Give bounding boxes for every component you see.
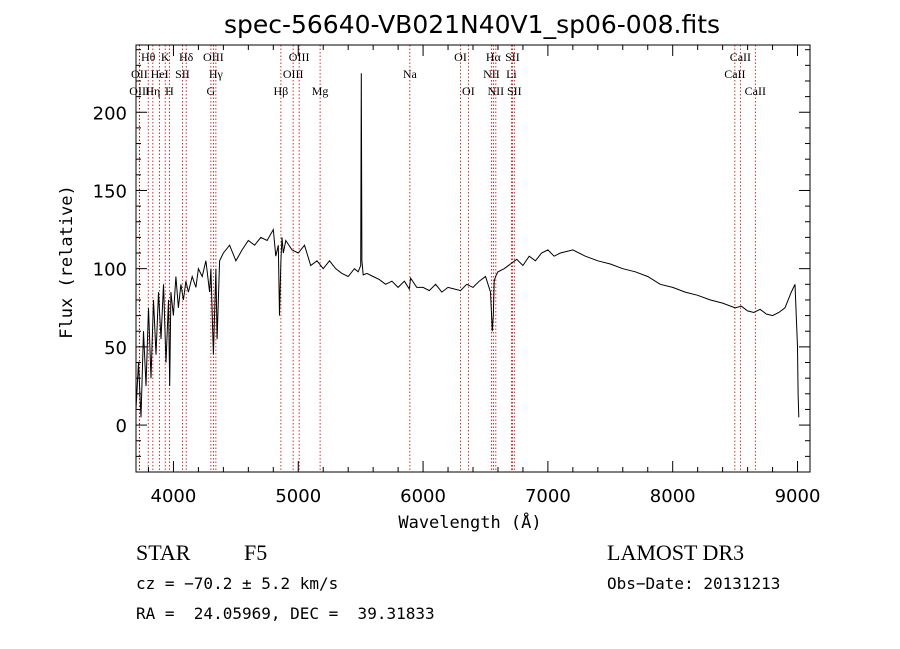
- y-tick-label: 50: [104, 338, 127, 359]
- line-label-21: NII: [488, 84, 505, 98]
- line-label-27: CaII: [745, 84, 766, 98]
- line-label-3: Hη: [145, 84, 160, 98]
- y-tick-label: 200: [93, 103, 127, 124]
- x-axis-label: Wavelength (Å): [398, 511, 541, 533]
- spectrum-line: [135, 73, 800, 418]
- line-label-13: OIII: [283, 67, 304, 81]
- line-label-7: SII: [175, 67, 190, 81]
- line-label-25: CaII: [724, 67, 745, 81]
- x-tick-label: 9000: [775, 486, 821, 507]
- line-label-23: Li: [506, 67, 517, 81]
- obs-date: Obs−Date: 20131213: [607, 574, 781, 593]
- line-label-14: OIII: [289, 50, 310, 64]
- line-label-2: Hθ: [141, 50, 156, 64]
- y-tick-label: 0: [116, 416, 127, 437]
- line-label-22: SII: [505, 50, 520, 64]
- ra-dec-coords: RA = 24.05969, DEC = 39.31833: [136, 604, 435, 623]
- object-class: STAR: [136, 540, 191, 565]
- line-label-1: OIII: [129, 84, 150, 98]
- line-label-6: H: [165, 84, 174, 98]
- line-label-11: Hγ: [209, 67, 224, 81]
- x-tick-label: 6000: [400, 486, 446, 507]
- line-label-15: Mg: [312, 84, 329, 98]
- line-label-9: G: [207, 84, 216, 98]
- chart-title: spec-56640-VB021N40V1_sp06-008.fits: [224, 10, 720, 39]
- line-label-4: HeI: [151, 67, 169, 81]
- x-tick-label: 8000: [650, 486, 696, 507]
- line-label-26: CaII: [730, 50, 751, 64]
- redshift-cz: cz = −70.2 ± 5.2 km/s: [136, 574, 339, 593]
- line-label-20: Hα: [486, 50, 502, 64]
- axis-ticks: 4000 5000 6000 7000 8000 9000 0 50 100 150 200: [93, 45, 821, 507]
- y-axis-label: Flux (relative): [57, 185, 77, 339]
- line-label-17: OI: [454, 50, 467, 64]
- line-label-5: K: [161, 50, 170, 64]
- emission-lines-layer: OIIOIIIHθHηHeIKHSIIHδGOIIIHγHβOIIIOIIIMg…: [129, 45, 766, 472]
- line-label-24: SII: [507, 84, 522, 98]
- x-tick-label: 7000: [525, 486, 571, 507]
- object-subclass: F5: [244, 540, 268, 565]
- line-label-18: OI: [462, 84, 475, 98]
- x-tick-label: 4000: [151, 486, 197, 507]
- x-tick-label: 5000: [275, 486, 321, 507]
- survey-name: LAMOST DR3: [607, 540, 745, 565]
- line-label-12: Hβ: [274, 84, 289, 98]
- y-tick-label: 150: [93, 181, 127, 202]
- line-label-16: Na: [403, 67, 418, 81]
- line-label-19: NII: [483, 67, 500, 81]
- line-label-10: OIII: [203, 50, 224, 64]
- line-label-8: Hδ: [179, 50, 194, 64]
- y-tick-label: 100: [93, 260, 127, 281]
